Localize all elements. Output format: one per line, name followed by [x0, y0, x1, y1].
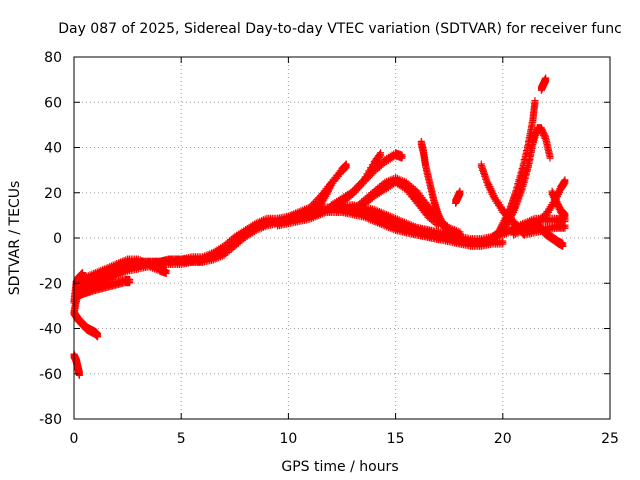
y-tick-label: -60 — [39, 367, 62, 383]
y-tick-label: -20 — [39, 276, 62, 292]
data-point — [326, 184, 334, 192]
data-point — [126, 279, 134, 287]
y-tick-label: 20 — [44, 186, 62, 202]
data-point — [443, 229, 451, 237]
data-point — [526, 156, 534, 164]
data-point — [377, 152, 385, 160]
x-tick-label: 5 — [177, 431, 186, 447]
data-point — [504, 219, 512, 227]
data-point — [327, 183, 335, 191]
data-point — [527, 152, 535, 160]
x-tick-label: 25 — [601, 431, 619, 447]
data-point — [523, 167, 531, 175]
data-point — [398, 154, 406, 162]
axis-ticks: 0 5 10 15 20 25 -80 -60 -40 -20 0 20 40 60 80 — [39, 50, 619, 447]
data-point — [559, 242, 567, 250]
data-point — [515, 195, 523, 203]
y-tick-label: -80 — [39, 412, 62, 428]
data-point — [518, 186, 526, 194]
data-point — [528, 122, 536, 130]
data-point — [522, 150, 530, 158]
data-point — [75, 371, 83, 379]
data-point — [561, 224, 569, 232]
data-point — [499, 240, 507, 248]
series-arc-l — [327, 149, 406, 212]
x-tick-label: 0 — [70, 431, 79, 447]
data-point — [513, 201, 521, 209]
series-arc-q — [417, 137, 451, 237]
data-point — [495, 231, 503, 239]
y-axis-title: SDTVAR / TECUs — [7, 181, 23, 296]
series-arc-r — [452, 187, 464, 207]
data-point — [521, 175, 529, 183]
series-arc-b — [70, 307, 102, 341]
data-point — [531, 100, 539, 108]
data-point — [561, 213, 569, 221]
y-tick-label: 80 — [44, 50, 62, 66]
series-arc-w — [499, 124, 554, 235]
data-point — [522, 171, 530, 179]
data-point — [520, 178, 528, 186]
series-arc-h — [113, 201, 464, 271]
data-point — [342, 163, 350, 171]
data-point — [525, 159, 533, 167]
data-point — [542, 77, 550, 85]
series-arc-a — [70, 350, 83, 379]
data-point — [324, 189, 332, 197]
series-arc-x — [537, 74, 550, 94]
data-point — [325, 186, 333, 194]
data-point — [527, 148, 535, 156]
series-arc-aa — [548, 187, 569, 221]
data-point — [495, 230, 503, 238]
data-point — [376, 153, 384, 161]
series-arc-ab — [520, 221, 569, 239]
data-point — [94, 333, 102, 341]
chart-title: Day 087 of 2025, Sidereal Day-to-day VTE… — [58, 21, 622, 37]
data-points — [70, 74, 569, 379]
data-point — [324, 187, 332, 195]
data-point — [327, 181, 335, 189]
data-point — [519, 182, 527, 190]
data-point — [514, 198, 522, 206]
x-tick-label: 10 — [279, 431, 297, 447]
data-point — [525, 163, 533, 171]
grid-lines — [74, 57, 610, 419]
x-tick-label: 15 — [387, 431, 405, 447]
data-point — [520, 159, 528, 167]
data-point — [546, 154, 554, 162]
series-arc-k — [306, 178, 335, 221]
y-tick-label: 60 — [44, 95, 62, 111]
data-point — [528, 144, 536, 152]
data-point — [162, 270, 170, 278]
series-arc-e — [74, 275, 134, 300]
data-point — [516, 192, 524, 200]
y-tick-label: 0 — [53, 231, 62, 247]
data-point — [561, 179, 569, 187]
data-point — [512, 204, 520, 212]
x-tick-label: 20 — [494, 431, 512, 447]
y-tick-label: -40 — [39, 322, 62, 338]
data-point — [456, 190, 464, 198]
y-tick-label: 40 — [44, 141, 62, 157]
data-point — [323, 190, 331, 198]
x-axis-title: GPS time / hours — [281, 459, 398, 475]
data-point — [517, 189, 525, 197]
